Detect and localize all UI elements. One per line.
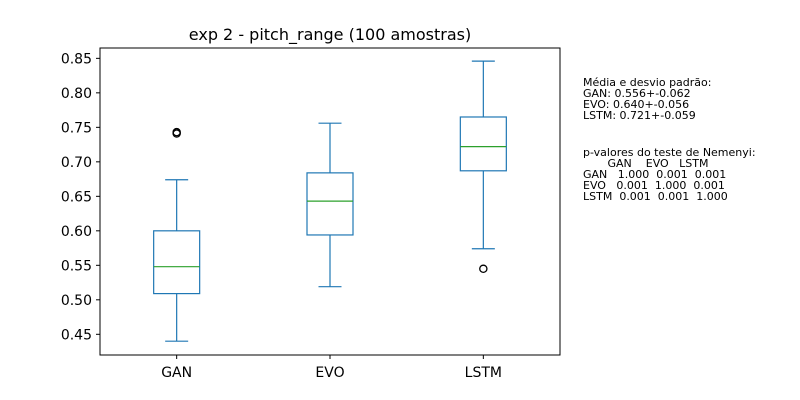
y-tick-label: 0.80 xyxy=(61,86,92,102)
y-tick-label: 0.60 xyxy=(61,224,92,240)
nemenyi-line: GAN 1.000 0.001 0.001 xyxy=(583,168,727,181)
stats-line: GAN: 0.556+-0.062 xyxy=(583,87,691,100)
y-tick-label: 0.65 xyxy=(61,189,92,205)
plot-area: 0.45 0.50 0.55 0.60 0.65 0.70 0.75 0.80 0.85 GAN E… xyxy=(61,47,561,381)
outlier-point xyxy=(479,264,488,274)
chart-title: exp 2 - pitch_range (100 amostras) xyxy=(189,25,471,45)
x-tick-label: EVO xyxy=(315,365,344,381)
nemenyi-line: GAN EVO LSTM xyxy=(583,157,709,170)
nemenyi-line: EVO 0.001 1.000 0.001 xyxy=(583,179,725,192)
box-evo xyxy=(306,172,354,236)
y-tick-label: 0.45 xyxy=(61,327,92,343)
stats-line: LSTM: 0.721+-0.059 xyxy=(583,109,696,122)
box-gan xyxy=(153,230,201,295)
nemenyi-line: p-valores do teste de Nemenyi: xyxy=(583,146,756,159)
x-tick-label: LSTM xyxy=(465,365,502,381)
stats-line: EVO: 0.640+-0.056 xyxy=(583,98,690,111)
outlier-point xyxy=(172,127,181,137)
y-tick-label: 0.70 xyxy=(61,155,92,171)
y-tick-label: 0.75 xyxy=(61,120,92,136)
x-tick-label: GAN xyxy=(161,365,192,381)
y-tick-label: 0.50 xyxy=(61,293,92,309)
box-lstm xyxy=(459,116,507,172)
y-tick-label: 0.85 xyxy=(61,51,92,67)
stats-line: Média e desvio padrão: xyxy=(583,76,712,89)
nemenyi-annotation: p-valores do teste de Nemenyi: GAN EVO L… xyxy=(583,147,756,202)
stats-annotation: Média e desvio padrão: GAN: 0.556+-0.062 E… xyxy=(583,77,711,121)
nemenyi-line: LSTM 0.001 0.001 1.000 xyxy=(583,190,728,203)
y-tick-label: 0.55 xyxy=(61,258,92,274)
